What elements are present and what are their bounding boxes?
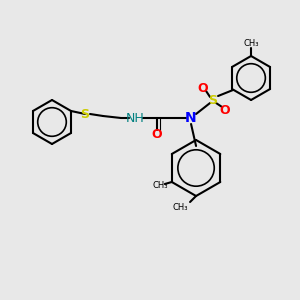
- Text: O: O: [198, 82, 208, 94]
- Text: CH₃: CH₃: [243, 40, 259, 49]
- Text: S: S: [81, 107, 90, 121]
- Text: O: O: [220, 103, 230, 116]
- Text: CH₃: CH₃: [172, 203, 188, 212]
- Text: N: N: [185, 111, 197, 125]
- Text: S: S: [208, 94, 217, 106]
- Text: O: O: [152, 128, 162, 140]
- Text: NH: NH: [126, 112, 144, 124]
- Text: CH₃: CH₃: [152, 182, 168, 190]
